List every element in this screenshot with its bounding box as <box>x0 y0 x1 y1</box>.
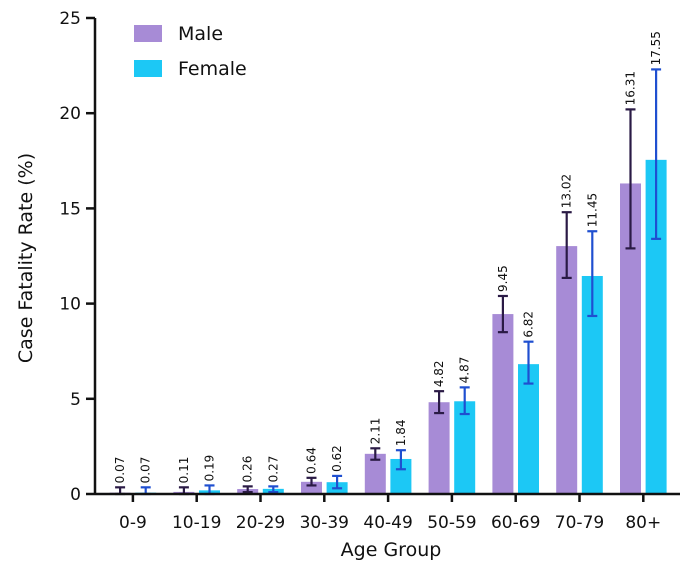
x-tick-label: 80+ <box>625 513 661 533</box>
legend-label-female: Female <box>178 58 247 80</box>
bar-female-40-49 <box>390 458 412 494</box>
bar-male-50-59 <box>428 402 450 494</box>
data-label: 0.26 <box>241 456 255 483</box>
bar-male-80+ <box>620 183 641 495</box>
data-label: 0.07 <box>139 457 153 484</box>
bar-male-60-69 <box>492 314 514 494</box>
data-label: 11.45 <box>585 193 599 227</box>
y-tick-label: 0 <box>70 485 81 505</box>
data-label: 17.55 <box>649 31 663 65</box>
x-tick-label: 10-19 <box>172 513 221 533</box>
data-label: 0.64 <box>305 447 319 474</box>
x-axis-title: Age Group <box>341 539 442 561</box>
data-label: 9.45 <box>496 265 510 292</box>
data-label: 2.11 <box>368 418 382 445</box>
y-axis-title: Case Fatality Rate (%) <box>15 153 37 363</box>
x-tick-label: 40-49 <box>363 513 412 533</box>
y-tick-label: 10 <box>59 295 81 315</box>
data-labels-layer: 0.07 0.07 0.11 0.19 0.26 0.27 0.64 0.62 2.11 1.84… <box>113 31 663 483</box>
y-tick-label: 5 <box>70 390 81 410</box>
data-label: 4.87 <box>458 357 472 384</box>
axes-layer: 0 5 10 15 20 25 0-9 10-19 20-29 30-39 40-49 50-59 60… <box>59 9 680 533</box>
legend: Male Female <box>134 23 247 80</box>
y-tick-label: 15 <box>59 199 81 219</box>
bar-male-30-39 <box>301 481 322 494</box>
data-label: 1.84 <box>394 419 408 446</box>
x-tick-label: 20-29 <box>236 513 285 533</box>
data-label: 6.82 <box>522 311 536 338</box>
bar-male-40-49 <box>364 453 386 494</box>
data-label: 0.11 <box>177 457 191 484</box>
data-label: 4.82 <box>432 360 446 387</box>
y-tick-label: 25 <box>59 9 81 29</box>
bar-female-60-69 <box>518 364 539 494</box>
legend-label-male: Male <box>178 23 223 45</box>
y-tick-label: 20 <box>59 104 81 124</box>
x-tick-label: 60-69 <box>491 513 540 533</box>
bar-female-70-79 <box>581 275 603 494</box>
data-label: 0.27 <box>266 456 280 483</box>
bar-female-50-59 <box>454 401 476 494</box>
legend-swatch-male <box>134 25 162 42</box>
legend-swatch-female <box>134 60 162 77</box>
x-tick-label: 30-39 <box>300 513 349 533</box>
bar-female-80+ <box>645 159 667 494</box>
data-label: 16.31 <box>624 71 638 105</box>
x-tick-label: 50-59 <box>427 513 476 533</box>
x-tick-label: 70-79 <box>555 513 604 533</box>
x-tick-label: 0-9 <box>119 513 147 533</box>
data-label: 0.62 <box>330 445 344 472</box>
bars-layer <box>109 159 667 495</box>
bar-male-70-79 <box>556 246 578 494</box>
error-bars-layer <box>115 68 662 496</box>
data-label: 0.19 <box>203 455 217 482</box>
data-label: 0.07 <box>113 457 127 484</box>
data-label: 13.02 <box>560 174 574 208</box>
